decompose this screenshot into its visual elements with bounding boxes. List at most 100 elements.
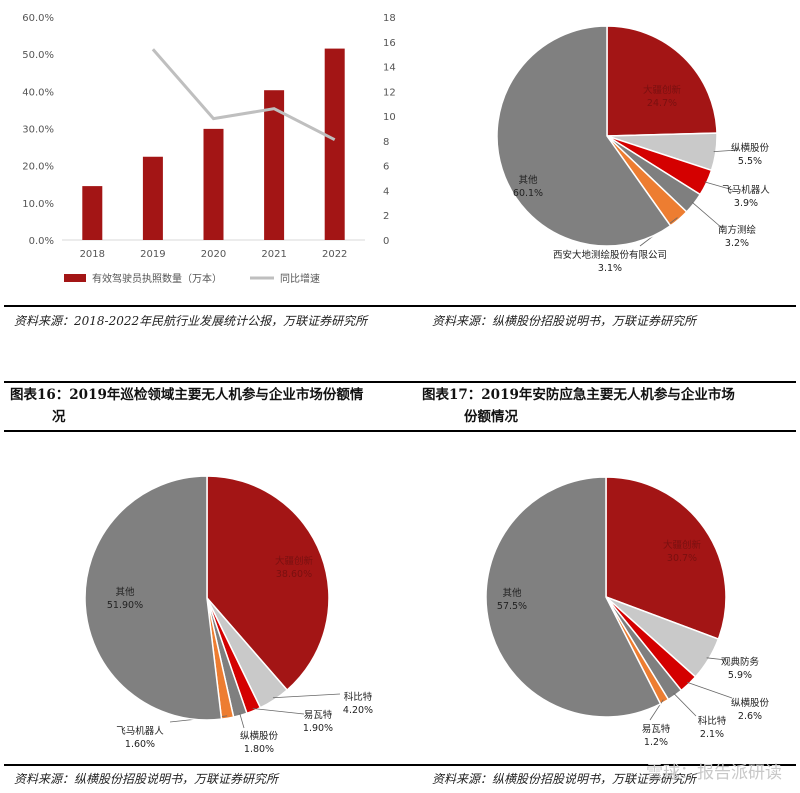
slice-name-label: 其他 [115, 586, 135, 598]
source-note-chart2: 资料来源：纵横股份招股说明书，万联证券研究所 [432, 314, 697, 328]
slice-value-label: 1.80% [244, 744, 274, 755]
slice-name-label: 其他 [502, 587, 522, 599]
bar-2018 [82, 186, 103, 240]
divider-bottom [4, 764, 796, 766]
pie-chart-survey: 大疆创新 24.7% 纵横股份 5.5% 飞马机器人 3.9% 南方测绘 3.2% 西安大地测绘… [496, 25, 770, 274]
slice-value-label: 57.5% [497, 601, 527, 612]
slice-name-label: 易瓦特 [304, 709, 333, 721]
leader-line-3 [239, 712, 245, 729]
y-left-tick-label: 20.0% [22, 162, 54, 173]
leader-line-3 [673, 692, 697, 717]
y-right-tick-label: 4 [383, 186, 389, 197]
caption-17-line2: 份额情况 [464, 409, 518, 425]
y-right-tick-label: 8 [383, 137, 389, 148]
slice-value-label: 2.1% [700, 729, 724, 740]
watermark-text: 雪球：报告派研读 [646, 763, 782, 783]
leader-line-1 [713, 149, 739, 153]
legend-label-line: 同比增速 [280, 272, 320, 285]
pie-slice-0 [605, 476, 727, 641]
y-left-tick-label: 30.0% [22, 125, 54, 136]
source-note-chart4: 资料来源：纵横股份招股说明书，万联证券研究所 [432, 772, 697, 786]
growth-rate-line [151, 48, 336, 141]
slice-name-label: 纵横股份 [731, 142, 770, 154]
y-left-tick-label: 0.0% [29, 236, 54, 247]
slice-value-label: 1.90% [303, 723, 333, 734]
bar-2022 [324, 48, 345, 240]
slice-value-label: 3.1% [598, 263, 622, 274]
slice-value-label: 51.90% [107, 600, 143, 611]
pie-slice-5 [496, 25, 672, 247]
chart-security-market-share: 大疆创新 30.7% 观典防务 5.9% 纵横股份 2.6% 科比特 2.1% 易瓦特 1.2% 其… [400, 440, 800, 760]
slice-value-label: 60.1% [513, 188, 543, 199]
caption-16-line2: 况 [52, 409, 66, 425]
slice-name-label: 大疆创新 [663, 539, 702, 551]
y-right-tick-label: 18 [383, 13, 396, 24]
divider-top [4, 305, 796, 307]
x-tick-label: 2020 [201, 249, 226, 260]
y-left-tick-label: 50.0% [22, 50, 54, 61]
caption-figure-17: 图表17：2019年安防应急主要无人机参与企业市场 份额情况 [422, 384, 797, 428]
source-note-chart3: 资料来源：纵横股份招股说明书，万联证券研究所 [14, 772, 279, 786]
slice-value-label: 1.60% [125, 739, 155, 750]
slice-value-label: 4.20% [343, 705, 373, 716]
y-right-tick-label: 10 [383, 112, 396, 123]
slice-value-label: 30.7% [667, 553, 697, 564]
slice-value-label: 1.2% [644, 737, 668, 748]
leader-line-2 [252, 708, 305, 715]
y-left-tick-label: 40.0% [22, 87, 54, 98]
leader-line-3 [691, 201, 723, 229]
leader-line-4 [649, 699, 664, 721]
slice-name-label: 科比特 [344, 691, 373, 703]
slice-value-label: 3.9% [734, 198, 758, 209]
chart-driver-licenses: 0.0% 10.0% 20.0% 30.0% 40.0% 50.0% 60.0% 0 2 4 6 8 1… [0, 0, 400, 300]
y-right-tick-label: 14 [383, 63, 396, 74]
x-tick-label: 2018 [80, 249, 105, 260]
slice-name-label: 纵横股份 [731, 697, 770, 709]
pie-slice-5 [485, 476, 662, 718]
pie-slice-0 [206, 475, 330, 692]
leader-line-2 [704, 181, 734, 191]
slice-value-label: 5.9% [728, 670, 752, 681]
caption-figure-16: 图表16：2019年巡检领域主要无人机参与企业市场份额情 况 [10, 384, 405, 428]
divider-caption-bottom [4, 430, 796, 432]
caption-16-line1: 图表16：2019年巡检领域主要无人机参与企业市场份额情 [10, 387, 364, 403]
slice-value-label: 3.2% [725, 238, 749, 249]
slice-name-label: 西安大地测绘股份有限公司 [553, 249, 667, 261]
slice-value-label: 24.7% [647, 98, 677, 109]
chart-survey-market-share: 大疆创新 24.7% 纵横股份 5.5% 飞马机器人 3.9% 南方测绘 3.2% 西安大地测绘… [400, 0, 800, 300]
y-left-tick-label: 10.0% [22, 199, 54, 210]
y-right-tick-label: 6 [383, 162, 389, 173]
pie-slice-5 [84, 475, 223, 721]
y-right-tick-label: 16 [383, 38, 396, 49]
slice-value-label: 5.5% [738, 156, 762, 167]
legend-label-bars: 有效驾驶员执照数量（万本） [92, 272, 222, 285]
slice-name-label: 科比特 [698, 715, 727, 727]
y-right-tick-label: 12 [383, 87, 396, 98]
legend-swatch-bars [64, 274, 86, 282]
combo-chart-svg: 0.0% 10.0% 20.0% 30.0% 40.0% 50.0% 60.0% 0 2 4 6 8 1… [22, 13, 396, 285]
slice-name-label: 易瓦特 [642, 723, 671, 735]
pie-slice-0 [606, 25, 718, 137]
leader-line-2 [686, 681, 733, 699]
slice-name-label: 大疆创新 [275, 555, 314, 567]
leader-line-1 [706, 657, 727, 661]
slice-name-label: 飞马机器人 [116, 725, 164, 737]
slice-value-label: 2.6% [738, 711, 762, 722]
y-right-tick-label: 2 [383, 211, 389, 222]
pie-chart-security: 大疆创新 30.7% 观典防务 5.9% 纵横股份 2.6% 科比特 2.1% 易瓦特 1.2% 其… [485, 476, 770, 748]
slice-name-label: 南方测绘 [718, 224, 757, 236]
x-tick-label: 2022 [322, 249, 347, 260]
chart-inspection-market-share: 大疆创新 38.60% 科比特 4.20% 易瓦特 1.90% 纵横股份 1.80% 飞马机器人… [0, 440, 400, 760]
slice-name-label: 飞马机器人 [722, 184, 770, 196]
bar-2021 [264, 90, 285, 241]
caption-17-line1: 图表17：2019年安防应急主要无人机参与企业市场 [422, 387, 735, 403]
x-tick-label: 2021 [261, 249, 286, 260]
slice-name-label: 其他 [518, 174, 538, 186]
slice-name-label: 纵横股份 [240, 730, 279, 742]
leader-line-1 [272, 693, 341, 699]
slice-name-label: 观典防务 [721, 656, 760, 668]
x-tick-label: 2019 [140, 249, 165, 260]
source-note-chart1: 资料来源：2018-2022年民航行业发展统计公报，万联证券研究所 [14, 314, 368, 328]
y-right-tick-label: 0 [383, 236, 389, 247]
pie-chart-inspection: 大疆创新 38.60% 科比特 4.20% 易瓦特 1.90% 纵横股份 1.80% 飞马机器人… [84, 475, 373, 755]
